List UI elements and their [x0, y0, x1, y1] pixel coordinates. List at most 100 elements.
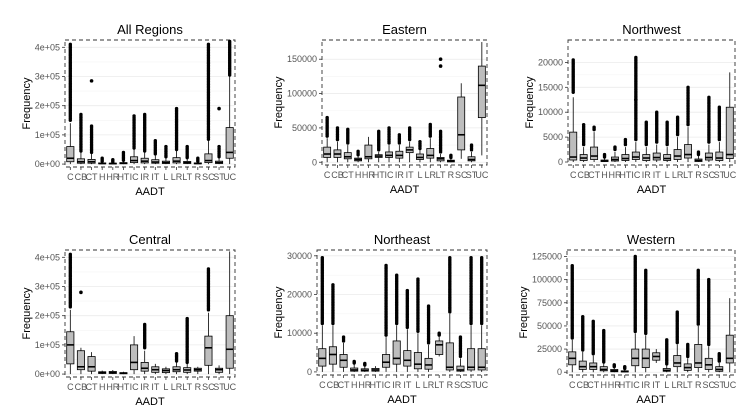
outlier-point: [458, 335, 463, 339]
iqr-box: [631, 151, 640, 160]
iqr-box: [130, 156, 139, 164]
x-tick-label: HR: [106, 172, 119, 182]
box-CB: [578, 314, 587, 373]
outlier-point: [438, 129, 443, 134]
box-SC: [204, 267, 213, 375]
x-axis-label: AADT: [135, 186, 165, 198]
box-CT: [590, 125, 599, 163]
box-HR: [108, 369, 117, 375]
x-tick-label: CB: [75, 172, 88, 182]
box-IR: [140, 112, 149, 165]
x-tick-label: LT: [182, 382, 192, 392]
iqr-box: [140, 362, 149, 372]
panel-5: Western 0 25000 50000 75000 100000 125000 Frequ…: [518, 232, 737, 406]
x-tick-label: IR: [395, 170, 405, 180]
box-LT: [183, 144, 192, 165]
outlier-point: [696, 268, 700, 273]
outlier-point: [325, 115, 329, 120]
x-tick-label: LT: [434, 380, 444, 390]
x-tick-label: L: [664, 380, 669, 390]
outlier-point: [675, 310, 679, 314]
outlier-point: [346, 127, 350, 131]
box-CB: [76, 112, 85, 165]
iqr-box: [457, 96, 466, 151]
outlier-point: [644, 268, 648, 273]
x-tick-label: C: [319, 380, 326, 390]
box-H: [600, 152, 609, 163]
outlier-point: [132, 114, 136, 118]
x-tick-label: H: [601, 380, 608, 390]
y-axis-label: Frequency: [524, 76, 536, 128]
x-tick-label: LT: [683, 170, 693, 180]
y-tick-label: 4e+05: [35, 252, 60, 262]
x-tick-label: C: [67, 172, 74, 182]
outlier-point: [394, 273, 399, 277]
iqr-box: [130, 344, 139, 371]
box-C: [568, 264, 577, 373]
iqr-box: [578, 360, 587, 370]
iqr-box: [663, 154, 672, 161]
box-UC: [225, 251, 234, 375]
y-tick-label: 2e+05: [35, 311, 60, 321]
box-C: [318, 256, 327, 372]
iqr-box: [364, 144, 373, 160]
outlier-point: [206, 267, 211, 271]
iqr-box: [631, 348, 640, 367]
iqr-box: [204, 153, 213, 164]
x-axis-label: AADT: [636, 394, 666, 406]
iqr-box: [652, 152, 661, 161]
box-CB: [76, 290, 85, 375]
x-tick-label: LR: [671, 380, 683, 390]
box-ST: [215, 365, 224, 375]
box-IT: [652, 110, 661, 163]
x-tick-label: H: [99, 382, 106, 392]
box-SC: [704, 95, 713, 163]
iqr-box: [382, 354, 391, 368]
x-tick-label: LR: [171, 382, 183, 392]
outlier-point: [111, 158, 115, 162]
y-tick-label: 30000: [287, 251, 312, 261]
x-tick-label: H: [351, 380, 358, 390]
x-tick-label: IR: [140, 172, 150, 182]
box-IC: [130, 336, 139, 375]
y-tick-label: 100000: [532, 275, 562, 285]
x-tick-label: ST: [213, 382, 225, 392]
y-axis-label: Frequency: [518, 286, 530, 338]
iqr-box: [673, 355, 682, 368]
x-tick-label: IC: [385, 170, 395, 180]
outlier-point: [100, 156, 104, 160]
box-L: [662, 338, 671, 373]
outlier-point: [613, 145, 617, 149]
outlier-point: [68, 252, 73, 257]
box-LT: [183, 316, 192, 375]
iqr-box: [684, 144, 692, 159]
outlier-point: [665, 120, 669, 124]
outlier-point: [79, 112, 83, 117]
iqr-box: [569, 131, 578, 161]
box-SC: [704, 277, 713, 373]
x-axis-label: AADT: [637, 184, 667, 196]
outlier-point: [644, 120, 648, 124]
iqr-box: [66, 146, 75, 163]
y-tick-label: 0e+00: [35, 369, 60, 379]
outlier-point: [227, 39, 232, 44]
iqr-box: [621, 154, 630, 161]
y-tick-label: 0: [557, 367, 562, 377]
iqr-box: [477, 65, 486, 119]
box-CB: [328, 283, 337, 372]
outlier-point: [707, 277, 711, 282]
iqr-box: [725, 106, 734, 159]
x-tick-label: IC: [382, 380, 392, 390]
x-tick-label: LR: [672, 170, 684, 180]
outlier-point: [449, 153, 453, 158]
box-IT: [405, 126, 414, 163]
x-tick-label: CB: [331, 170, 344, 180]
box-IC: [382, 263, 391, 372]
x-tick-label: HT: [369, 380, 381, 390]
x-axis-label: AADT: [135, 396, 165, 408]
box-HR: [108, 158, 117, 165]
outlier-point: [717, 105, 722, 109]
x-tick-label: HR: [608, 380, 621, 390]
box-LR: [426, 122, 435, 163]
outlier-point: [696, 150, 701, 154]
